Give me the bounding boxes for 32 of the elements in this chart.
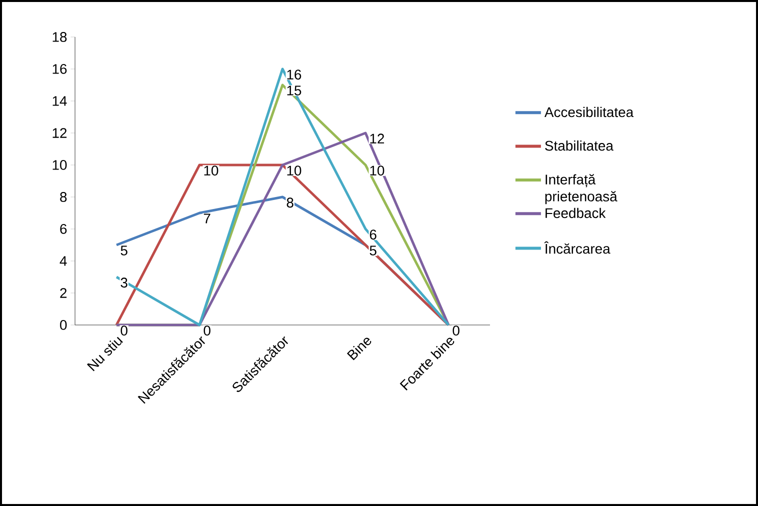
data-label: 10 <box>204 166 218 176</box>
data-label: 6 <box>370 230 376 240</box>
x-tick-label: Nu stiu <box>86 336 123 372</box>
data-label: 7 <box>204 214 210 224</box>
data-label: 10 <box>370 166 384 176</box>
data-label: 10 <box>287 166 302 176</box>
legend-label: Încărcarea <box>544 241 610 254</box>
data-label: 5 <box>120 246 128 256</box>
data-label: 0 <box>452 326 460 336</box>
y-tick-label: 2 <box>60 288 67 298</box>
legend-label: Stabilitatea <box>545 140 614 151</box>
data-label: 15 <box>287 86 302 96</box>
legend-label: Accesibilitatea <box>544 106 634 118</box>
y-tick-label: 4 <box>60 256 67 266</box>
data-label: 3 <box>120 278 128 288</box>
y-tick-label: 16 <box>52 64 67 74</box>
legend-label: Interfață prietenoasă <box>545 174 618 204</box>
data-label: 5 <box>370 246 376 256</box>
y-tick-label: 14 <box>52 96 67 106</box>
legend-label: Feedback <box>546 208 606 218</box>
y-tick-label: 6 <box>60 224 67 234</box>
data-label: 0 <box>120 326 128 336</box>
y-tick-label: 10 <box>52 160 67 170</box>
y-tick-label: 12 <box>52 128 67 138</box>
data-label: 16 <box>287 70 302 80</box>
data-label: 12 <box>370 134 384 144</box>
y-tick-label: 8 <box>60 192 67 202</box>
x-tick-label: Bine <box>346 338 372 360</box>
y-tick-label: 0 <box>60 320 67 330</box>
data-label: 0 <box>204 326 210 336</box>
data-label: 8 <box>286 198 294 208</box>
y-tick-label: 18 <box>52 32 67 42</box>
